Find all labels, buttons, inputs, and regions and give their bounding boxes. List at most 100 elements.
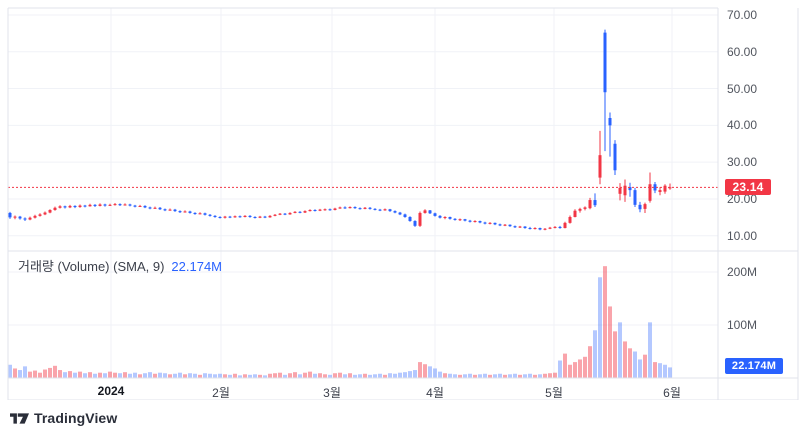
- candle-body: [208, 214, 212, 216]
- volume-bar: [668, 367, 672, 378]
- volume-bar: [443, 373, 447, 378]
- volume-tick-label: 200M: [727, 265, 758, 279]
- volume-bar: [373, 374, 377, 378]
- candle-body: [558, 226, 562, 229]
- volume-bar: [543, 373, 547, 378]
- candle-body: [88, 204, 92, 207]
- candle-body: [133, 205, 137, 207]
- volume-bar: [183, 374, 187, 378]
- candle-body: [468, 220, 472, 222]
- candle-body: [538, 228, 542, 230]
- volume-bar: [623, 341, 627, 378]
- candle-body: [513, 226, 517, 228]
- candle-body: [223, 216, 227, 218]
- candle-body: [23, 218, 27, 220]
- volume-bar: [378, 373, 382, 378]
- volume-bar: [403, 372, 407, 378]
- candle-body: [263, 216, 267, 218]
- volume-bar: [48, 367, 52, 378]
- candle-body: [128, 204, 132, 206]
- candle-body: [398, 212, 402, 215]
- candle-body: [268, 215, 272, 218]
- candle-body: [648, 184, 652, 201]
- candle-body: [393, 211, 397, 213]
- volume-bar: [338, 372, 342, 378]
- candle-body: [633, 190, 637, 205]
- price-tick-label: 40.00: [727, 118, 758, 133]
- candle-body: [588, 200, 592, 209]
- candle-body: [458, 219, 462, 221]
- candle-body: [498, 224, 502, 226]
- candle-body: [113, 204, 117, 206]
- volume-bar: [663, 364, 667, 378]
- candle-body: [308, 209, 312, 212]
- candle-body: [18, 216, 22, 219]
- volume-bar: [178, 372, 182, 378]
- volume-bar: [38, 372, 42, 378]
- volume-bar: [98, 372, 102, 378]
- price-axis[interactable]: 70.00 60.00 50.00 40.00 30.00 20.00 10.00 200M…: [718, 8, 800, 400]
- candle-body: [303, 211, 307, 213]
- volume-bar: [33, 370, 37, 378]
- volume-bar: [428, 366, 432, 378]
- candle-body: [473, 221, 477, 223]
- volume-bar: [573, 362, 577, 378]
- volume-bar: [323, 374, 327, 378]
- candle-body: [28, 217, 32, 220]
- volume-bar: [393, 373, 397, 378]
- candle-body: [653, 184, 657, 191]
- volume-bar: [563, 353, 567, 378]
- volume-bar: [188, 373, 192, 378]
- candle-body: [583, 207, 587, 209]
- volume-indicator-title[interactable]: 거래량 (Volume) (SMA, 9): [18, 259, 165, 274]
- volume-bar: [293, 372, 297, 378]
- candle-body: [243, 215, 247, 217]
- candle-body: [188, 211, 192, 213]
- time-tick-label: 2024: [97, 384, 125, 398]
- volume-bar: [658, 363, 662, 378]
- volume-bar: [503, 374, 507, 378]
- candle-body: [73, 205, 77, 208]
- tradingview-logo[interactable]: TradingView: [10, 410, 117, 426]
- candle-body: [68, 205, 72, 208]
- volume-bar: [23, 366, 27, 378]
- volume-bar: [418, 362, 422, 378]
- volume-bar: [198, 374, 202, 378]
- candle-body: [198, 213, 202, 215]
- candle-body: [38, 214, 42, 216]
- volume-bar: [253, 374, 257, 378]
- candle-body: [158, 207, 162, 210]
- candle-body: [578, 208, 582, 211]
- candle-body: [533, 228, 537, 230]
- volume-bar: [123, 372, 127, 378]
- volume-bar: [553, 372, 557, 378]
- volume-bar: [538, 374, 542, 378]
- candle-body: [443, 216, 447, 218]
- volume-bar: [78, 371, 82, 378]
- volume-bar: [248, 374, 252, 378]
- time-tick-label: 6월: [663, 386, 681, 400]
- candle-body: [118, 204, 122, 206]
- candle-body: [293, 211, 297, 213]
- candle-body: [33, 215, 37, 218]
- chart-plot[interactable]: [0, 0, 800, 400]
- candle-body: [123, 204, 127, 206]
- candle-body: [433, 213, 437, 216]
- candle-body: [83, 205, 87, 207]
- candle-body: [98, 204, 102, 206]
- volume-bar: [488, 374, 492, 378]
- volume-bar: [118, 373, 122, 378]
- volume-bar: [578, 359, 582, 378]
- candle-body: [668, 187, 672, 189]
- volume-bar: [93, 373, 97, 378]
- candle-body: [143, 205, 147, 208]
- volume-bar: [368, 374, 372, 378]
- candle-body: [568, 216, 572, 223]
- volume-bar: [458, 374, 462, 378]
- volume-bar: [58, 370, 62, 378]
- candle-body: [238, 216, 242, 218]
- volume-sma-badge: 22.174M: [725, 358, 783, 375]
- volume-bar: [353, 374, 357, 378]
- time-axis[interactable]: 2024 2월 3월 4월 5월 6월: [8, 378, 718, 400]
- volume-bar: [423, 364, 427, 378]
